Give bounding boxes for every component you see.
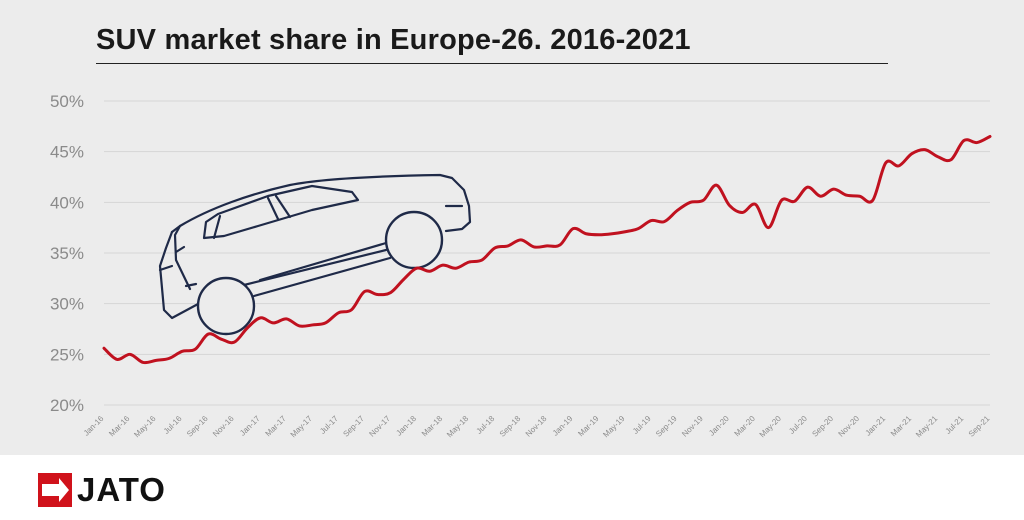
- x-axis-ticks: Jan-16 Mar-16 May-16 Jul-16 Sep-16 Nov-16 Jan-…: [82, 414, 992, 440]
- jato-logo-mark: [38, 473, 72, 507]
- chart-panel: [0, 0, 1024, 455]
- x-tick-label: Mar-16: [107, 414, 132, 439]
- x-tick-label: May-18: [445, 414, 471, 440]
- x-tick-label: Mar-21: [889, 414, 914, 439]
- x-tick-label: Sep-21: [967, 414, 992, 439]
- x-tick-label: May-20: [758, 414, 784, 440]
- y-tick-label: 40%: [50, 193, 84, 212]
- x-tick-label: Jul-16: [162, 414, 184, 436]
- y-tick-label: 50%: [50, 92, 84, 111]
- x-tick-label: May-17: [289, 414, 315, 440]
- x-tick-label: Sep-18: [498, 414, 523, 439]
- x-tick-label: May-16: [132, 414, 158, 440]
- car-wheels: [196, 210, 444, 336]
- y-tick-label: 45%: [50, 143, 84, 162]
- x-tick-label: Sep-19: [654, 414, 679, 439]
- line-chart: 50% 45% 40% 35% 30% 25% 20% Jan-16 Mar-16 May-16…: [50, 92, 992, 440]
- x-tick-label: Nov-16: [211, 414, 236, 439]
- x-tick-label: Nov-20: [837, 414, 862, 439]
- x-tick-label: Jan-18: [394, 414, 418, 438]
- jato-logo: JATO: [38, 470, 218, 510]
- x-tick-label: Nov-18: [524, 414, 549, 439]
- x-tick-label: Mar-17: [264, 414, 289, 439]
- jato-logo-text: JATO: [77, 471, 166, 508]
- y-tick-label: 25%: [50, 345, 84, 364]
- x-tick-label: Nov-19: [680, 414, 705, 439]
- x-tick-label: Jul-19: [631, 414, 653, 436]
- x-tick-label: Jan-20: [707, 414, 731, 438]
- x-tick-label: Sep-16: [185, 414, 210, 439]
- suv-share-line: [102, 134, 992, 365]
- x-tick-label: Mar-20: [733, 414, 758, 439]
- x-tick-label: Nov-17: [367, 414, 392, 439]
- x-tick-label: Mar-19: [576, 414, 601, 439]
- x-tick-label: Jan-16: [82, 414, 106, 438]
- x-tick-label: Jul-20: [787, 414, 809, 436]
- y-tick-label: 30%: [50, 295, 84, 314]
- x-tick-label: Jul-21: [944, 414, 966, 436]
- gridlines: [104, 100, 990, 406]
- x-tick-label: Jan-19: [551, 414, 575, 438]
- y-tick-label: 35%: [50, 244, 84, 263]
- x-tick-label: Sep-17: [341, 414, 366, 439]
- x-tick-label: Mar-18: [420, 414, 445, 439]
- chart-title: SUV market share in Europe-26. 2016-2021: [96, 24, 691, 56]
- x-tick-label: May-19: [601, 414, 627, 440]
- y-tick-label: 20%: [50, 396, 84, 415]
- x-tick-label: Jul-17: [318, 414, 340, 436]
- x-tick-label: Jul-18: [475, 414, 497, 436]
- x-tick-label: Jan-21: [864, 414, 888, 438]
- x-tick-label: May-21: [914, 414, 940, 440]
- x-tick-label: Sep-20: [810, 414, 835, 439]
- y-axis-ticks: 50% 45% 40% 35% 30% 25% 20%: [50, 92, 84, 415]
- x-tick-label: Jan-17: [238, 414, 262, 438]
- title-underline: [96, 63, 888, 64]
- suv-car-illustration: [158, 173, 472, 320]
